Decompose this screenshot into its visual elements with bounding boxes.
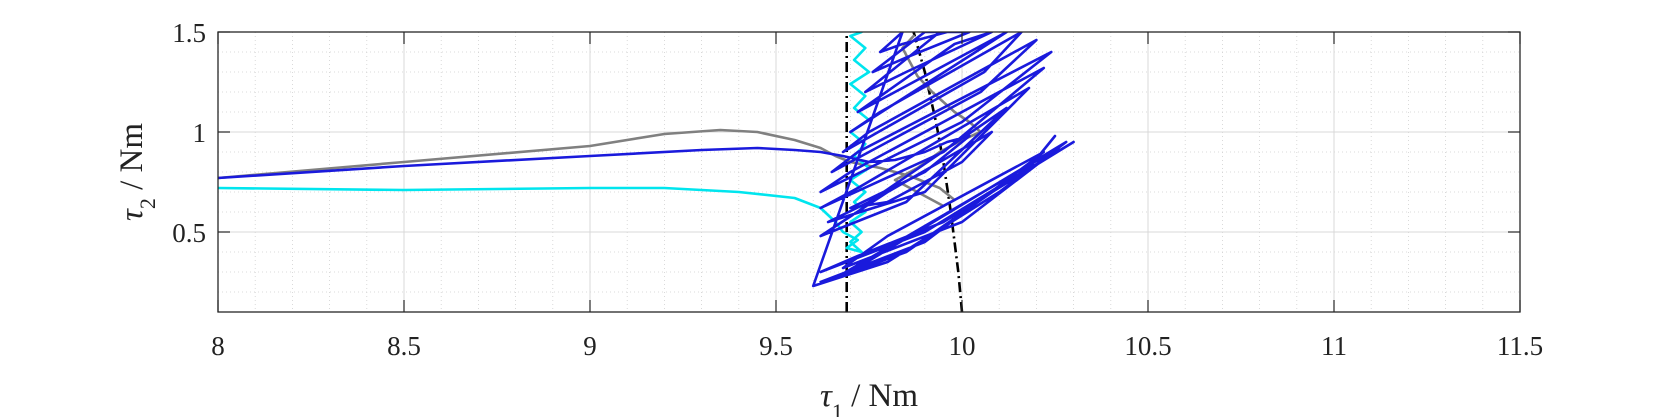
y-tick-labels: 0.5 1 1.5 bbox=[172, 18, 206, 248]
y-tick-label: 0.5 bbox=[172, 218, 206, 248]
x-tick-label: 8.5 bbox=[387, 331, 421, 361]
y-tick-label: 1.5 bbox=[172, 18, 206, 48]
x-tick-label: 10 bbox=[949, 331, 976, 361]
x-tick-label: 11 bbox=[1321, 331, 1347, 361]
x-tick-labels: 8 8.5 9 9.5 10 10.5 11 11.5 bbox=[211, 331, 1543, 361]
x-tick-label: 11.5 bbox=[1497, 331, 1543, 361]
plot-area bbox=[218, 32, 1075, 312]
x-tick-label: 10.5 bbox=[1124, 331, 1171, 361]
grid bbox=[217, 31, 1521, 313]
series-line-2 bbox=[218, 32, 871, 254]
x-tick-label: 8 bbox=[211, 331, 225, 361]
ticks bbox=[217, 31, 1521, 312]
x-tick-label: 9.5 bbox=[759, 331, 793, 361]
x-axis-label: τ1 / Nm bbox=[820, 378, 918, 417]
reference-line-2 bbox=[912, 32, 964, 312]
y-axis-label: τ2 / Nm bbox=[114, 123, 160, 221]
x-tick-label: 9 bbox=[583, 331, 597, 361]
plot-frame bbox=[217, 31, 1521, 313]
y-tick-label: 1 bbox=[193, 118, 207, 148]
series-line-3 bbox=[218, 32, 1075, 288]
